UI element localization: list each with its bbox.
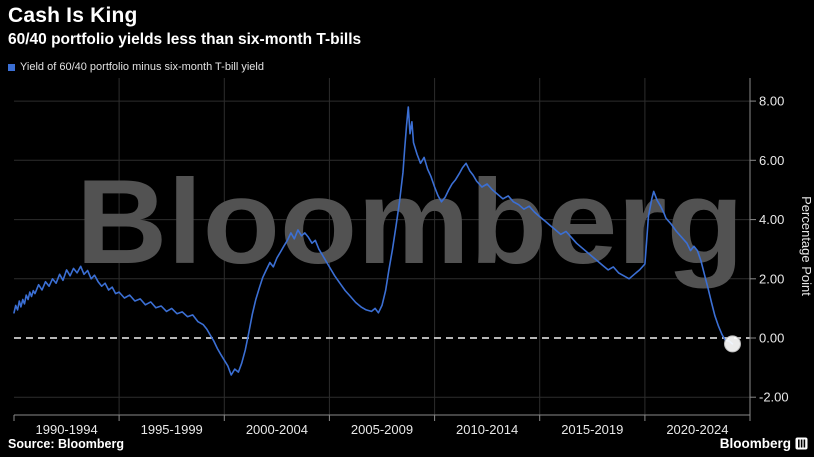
y-tick-label: 2.00 (759, 271, 784, 286)
bloomberg-brand: Bloomberg (720, 436, 808, 451)
bloomberg-terminal-icon (795, 437, 808, 450)
y-axis-title: Percentage Point (799, 196, 814, 296)
legend-swatch-icon (8, 63, 15, 71)
watermark: Bloomberg (76, 155, 744, 289)
chart-subtitle: 60/40 portfolio yields less than six-mon… (8, 31, 362, 48)
x-tick-label: 1995-1999 (141, 422, 203, 437)
x-tick-label: 1990-1994 (36, 422, 98, 437)
series-line (13, 106, 734, 376)
source-label: Source: Bloomberg (8, 437, 124, 451)
legend-label: Yield of 60/40 portfolio minus six-month… (20, 61, 264, 73)
y-tick-label: 6.00 (759, 153, 784, 168)
x-tick-label: 2010-2014 (456, 422, 518, 437)
brand-label: Bloomberg (719, 436, 791, 451)
end-marker (724, 335, 741, 353)
y-tick-label: 4.00 (759, 212, 784, 227)
y-tick-label: 8.00 (759, 94, 784, 109)
legend: Yield of 60/40 portfolio minus six-month… (8, 61, 264, 73)
x-tick-label: 2015-2019 (561, 422, 623, 437)
x-tick-label: 2000-2004 (246, 422, 308, 437)
x-tick-label: 2020-2024 (666, 422, 728, 437)
y-tick-label: 0.00 (759, 331, 784, 346)
x-tick-label: 2005-2009 (351, 422, 413, 437)
page-title: Cash Is King (8, 4, 138, 27)
y-tick-label: -2.00 (759, 390, 789, 405)
